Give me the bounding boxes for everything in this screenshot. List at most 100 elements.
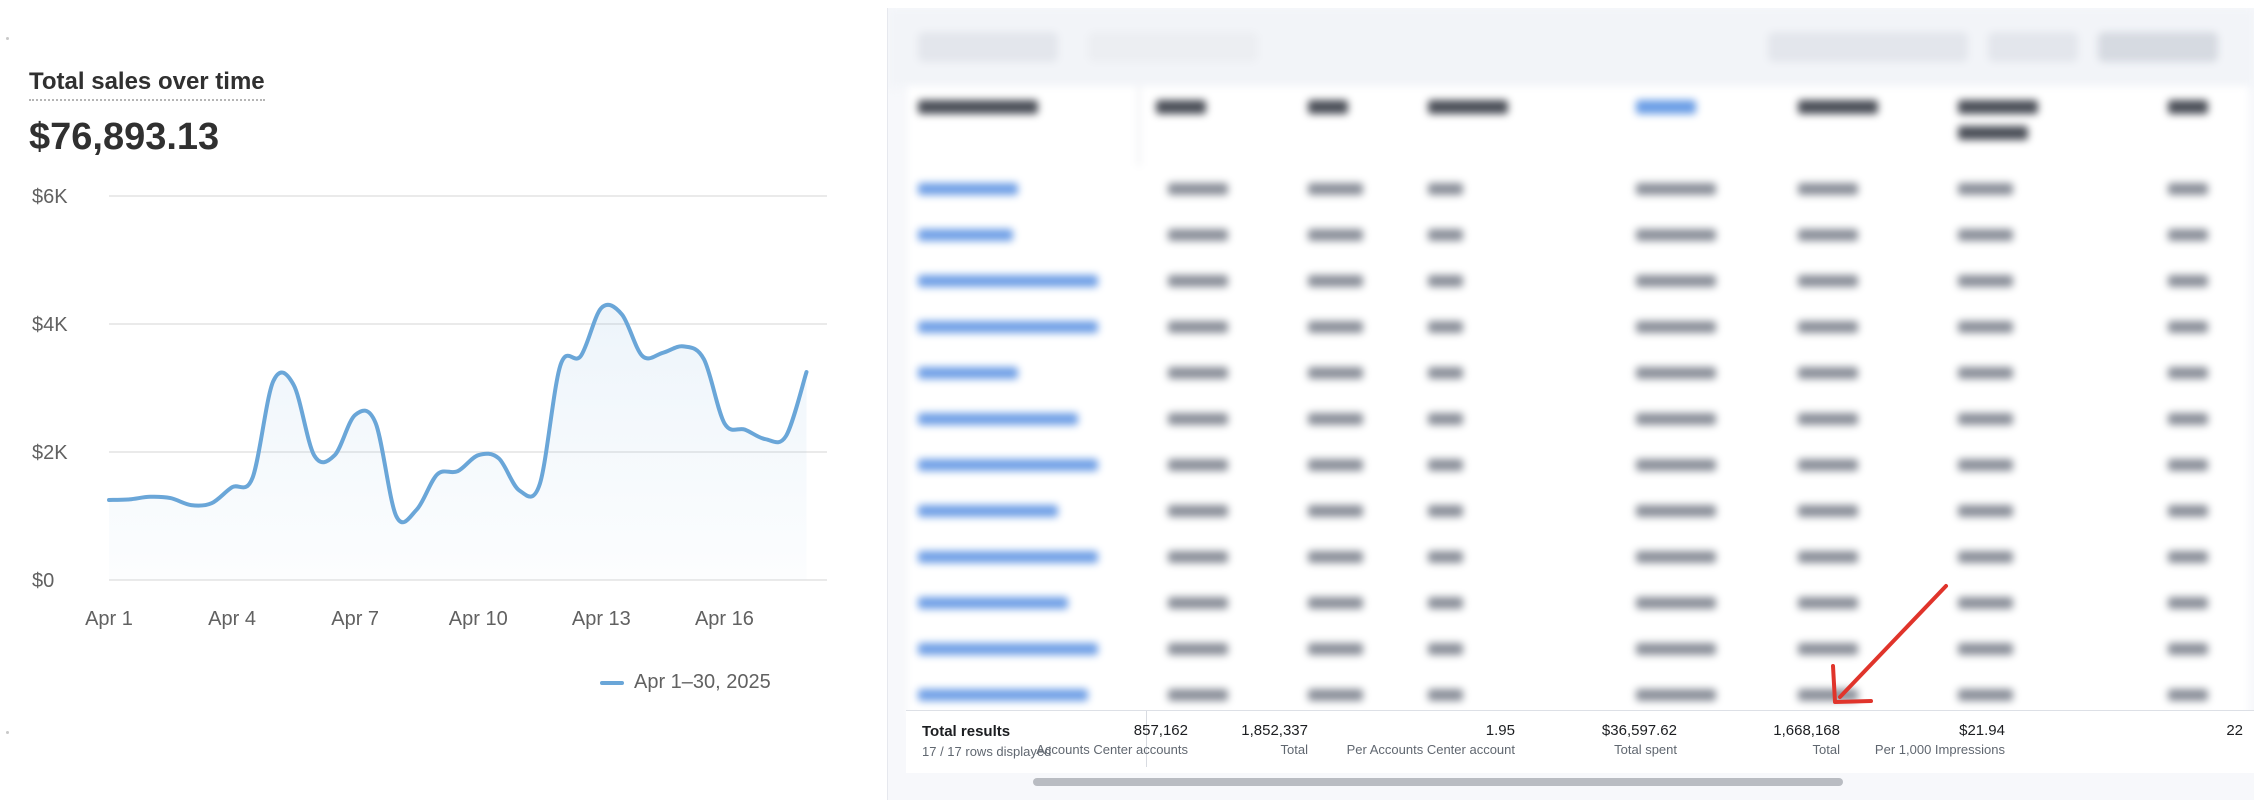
table-row[interactable]: [908, 672, 2248, 718]
campaign-name-link[interactable]: [918, 183, 1018, 195]
toolbar-action[interactable]: [1988, 32, 2078, 62]
table-cell: [1798, 367, 1858, 379]
y-tick-label: $4K: [32, 314, 68, 336]
table-cell: [1308, 183, 1363, 195]
table-cell: [2168, 229, 2208, 241]
horizontal-scrollbar[interactable]: [1033, 778, 1843, 786]
corner-mark: [6, 37, 9, 40]
table-cell: [1636, 229, 1716, 241]
campaign-name-link[interactable]: [918, 551, 1098, 563]
table-cell: [1168, 597, 1228, 609]
table-toolbar: [888, 8, 2254, 88]
table-cell: [1308, 597, 1363, 609]
table-cell: [1308, 551, 1363, 563]
total-frequency: 1.95 Per Accounts Center account: [1346, 722, 1515, 757]
table-cell: [1428, 505, 1463, 517]
table-cell: [1428, 551, 1463, 563]
table-row[interactable]: [908, 212, 2248, 258]
table-row[interactable]: [908, 580, 2248, 626]
table-cell: [2168, 413, 2208, 425]
table-row[interactable]: [908, 166, 2248, 212]
table-row[interactable]: [908, 350, 2248, 396]
campaign-name-link[interactable]: [918, 367, 1018, 379]
table-row[interactable]: [908, 304, 2248, 350]
legend-swatch: [600, 680, 624, 685]
table-cell: [1308, 321, 1363, 333]
total-impressions: 1,852,337 Total: [1241, 722, 1308, 757]
total-amount-spent: $36,597.62 Total spent: [1601, 722, 1677, 757]
table-row[interactable]: [908, 534, 2248, 580]
x-tick-label: Apr 16: [695, 608, 754, 630]
table-cell: [1636, 597, 1716, 609]
table-row[interactable]: [908, 626, 2248, 672]
table-cell: [1428, 643, 1463, 655]
x-tick-label: Apr 7: [331, 608, 379, 630]
table-cell: [1308, 505, 1363, 517]
table-cell: [1308, 689, 1363, 701]
sales-card-title[interactable]: Total sales over time: [29, 68, 265, 101]
table-cell: [1428, 275, 1463, 287]
campaign-name-link[interactable]: [918, 505, 1058, 517]
table-cell: [1308, 275, 1363, 287]
y-tick-label: $2K: [32, 442, 68, 464]
x-tick-label: Apr 1: [85, 608, 133, 630]
table-cell: [2168, 275, 2208, 287]
table-cell: [1168, 229, 1228, 241]
table-cell: [1168, 689, 1228, 701]
table-cell: [2168, 643, 2208, 655]
campaign-name-link[interactable]: [918, 275, 1098, 287]
table-cell: [1958, 321, 2013, 333]
total-reach: 857,162 Accounts Center accounts: [1036, 722, 1188, 757]
toolbar-dropdown[interactable]: [918, 32, 1058, 62]
series-line[interactable]: [107, 302, 809, 525]
totals-title: Total results: [922, 723, 1011, 740]
table-cell: [1636, 413, 1716, 425]
table-cell: [1958, 367, 2013, 379]
chart-legend[interactable]: Apr 1–30, 2025: [600, 671, 771, 694]
total-cpm: $21.94 Per 1,000 Impressions: [1874, 722, 2005, 757]
table-cell: [2168, 321, 2208, 333]
table-cell: [1636, 689, 1716, 701]
table-cell: [1428, 183, 1463, 195]
table-cell: [1798, 551, 1858, 563]
table-cell: [1798, 597, 1858, 609]
table-cell: [1798, 459, 1858, 471]
campaign-name-link[interactable]: [918, 229, 1013, 241]
table-cell: [1308, 413, 1363, 425]
ads-table-panel: Total results 17 / 17 rows displayed 857…: [887, 8, 2254, 800]
campaign-name-link[interactable]: [918, 689, 1088, 701]
table-cell: [1168, 367, 1228, 379]
table-cell: [1308, 459, 1363, 471]
x-tick-label: Apr 4: [208, 608, 256, 630]
table-cell: [2168, 183, 2208, 195]
table-cell: [1308, 643, 1363, 655]
table-cell: [1798, 413, 1858, 425]
table-cell: [1636, 367, 1716, 379]
table-row[interactable]: [908, 442, 2248, 488]
table-cell: [1168, 183, 1228, 195]
total-extra: 22: [2226, 722, 2243, 739]
sales-line-chart: $6K$4K$2K$0 Apr 1 Apr 4 Apr 7 Apr 10 Apr 13 A…: [32, 186, 827, 630]
table-cell: [1798, 689, 1858, 701]
table-cell: [2168, 459, 2208, 471]
campaign-name-link[interactable]: [918, 413, 1078, 425]
table-row[interactable]: [908, 488, 2248, 534]
toolbar-filter[interactable]: [1088, 32, 1258, 62]
campaign-name-link[interactable]: [918, 643, 1098, 655]
table-cell: [1798, 643, 1858, 655]
table-cell: [1958, 229, 2013, 241]
toolbar-action[interactable]: [2098, 32, 2218, 62]
sales-card: Total sales over time $76,893.13 $6K $4K $…: [0, 0, 860, 800]
campaign-name-link[interactable]: [918, 459, 1098, 471]
campaign-name-link[interactable]: [918, 321, 1098, 333]
table-cell: [2168, 689, 2208, 701]
toolbar-action[interactable]: [1768, 32, 1968, 62]
table-cell: [1958, 275, 2013, 287]
campaign-name-link[interactable]: [918, 597, 1068, 609]
table-cell: [1636, 275, 1716, 287]
series-area: [109, 304, 807, 580]
table-cell: [1798, 183, 1858, 195]
chart-y-axis: $6K $4K $2K $0: [32, 186, 68, 592]
table-row[interactable]: [908, 258, 2248, 304]
table-row[interactable]: [908, 396, 2248, 442]
